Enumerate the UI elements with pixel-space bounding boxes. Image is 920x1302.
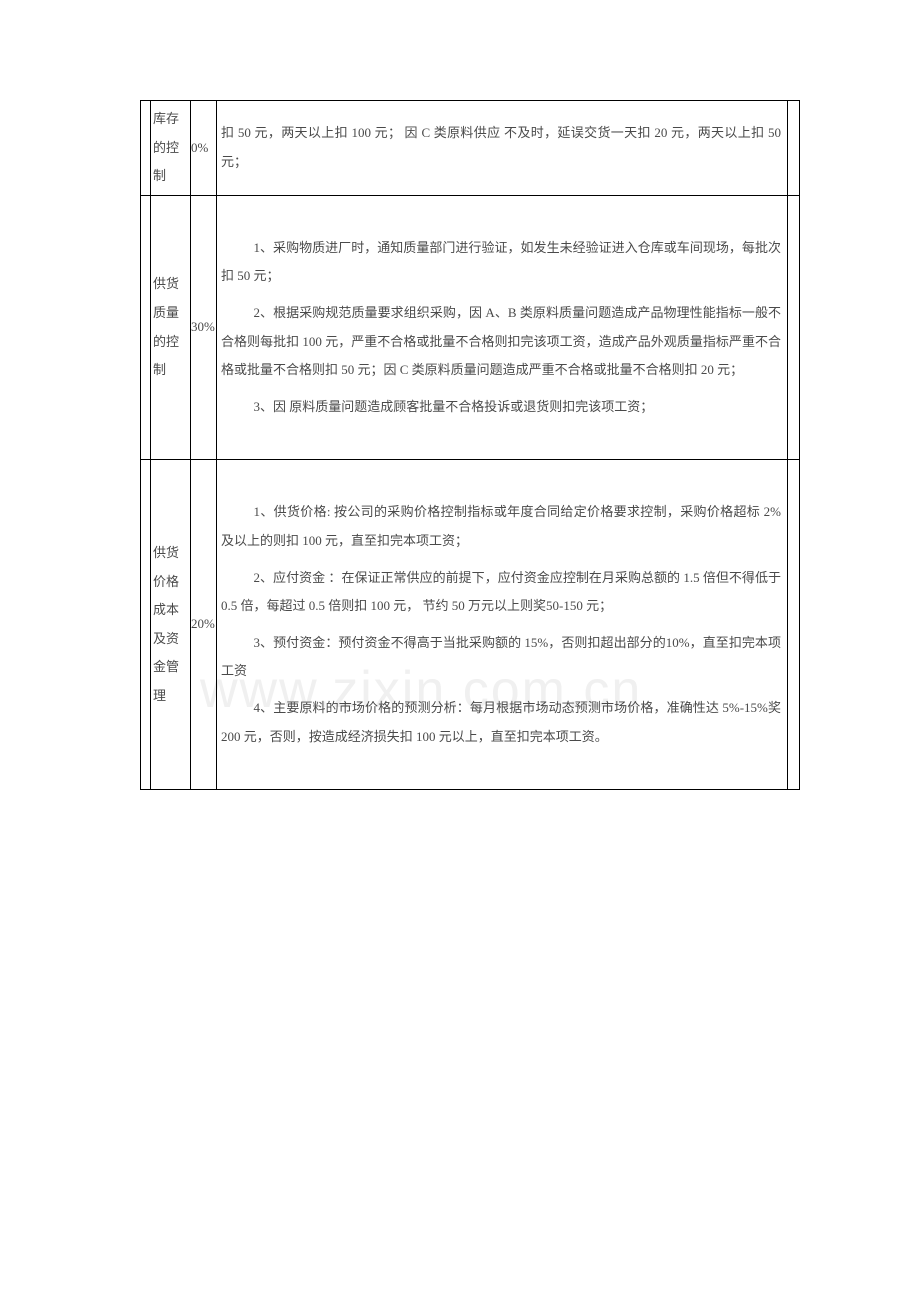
desc-para: 1、采购物质进厂时，通知质量部门进行验证，如发生未经验证进入仓库或车间现场，每批… bbox=[221, 234, 781, 291]
desc-para: 2、根据采购规范质量要求组织采购，因 A、B 类原料质量问题造成产品物理性能指标… bbox=[221, 299, 781, 385]
cell-empty bbox=[141, 101, 151, 196]
policy-table: 库存的控制 0% 扣 50 元，两天以上扣 100 元； 因 C 类原料供应 不… bbox=[140, 100, 800, 790]
cell-empty bbox=[788, 460, 800, 790]
cell-project: 供货质量的控制 bbox=[151, 195, 191, 460]
cell-desc: 1、供货价格: 按公司的采购价格控制指标或年度合同给定价格要求控制，采购价格超标… bbox=[217, 460, 788, 790]
table-row: 供货价格成本及资金管理 20% 1、供货价格: 按公司的采购价格控制指标或年度合… bbox=[141, 460, 800, 790]
cell-empty bbox=[141, 460, 151, 790]
cell-desc: 1、采购物质进厂时，通知质量部门进行验证，如发生未经验证进入仓库或车间现场，每批… bbox=[217, 195, 788, 460]
desc-para: 2、应付资金 ：在保证正常供应的前提下，应付资金应控制在月采购总额的 1.5 倍… bbox=[221, 564, 781, 621]
table-content: 库存的控制 0% 扣 50 元，两天以上扣 100 元； 因 C 类原料供应 不… bbox=[140, 100, 800, 790]
desc-text: 扣 50 元，两天以上扣 100 元； 因 C 类原料供应 不及时，延误交货一天… bbox=[221, 119, 781, 176]
desc-para: 1、供货价格: 按公司的采购价格控制指标或年度合同给定价格要求控制，采购价格超标… bbox=[221, 498, 781, 555]
cell-empty bbox=[788, 195, 800, 460]
page-wrap: www.zixin.com.cn 库存的控制 0% 扣 50 元，两天以上扣 1… bbox=[140, 100, 800, 790]
table-row: 库存的控制 0% 扣 50 元，两天以上扣 100 元； 因 C 类原料供应 不… bbox=[141, 101, 800, 196]
desc-para: 3、预付资金：预付资金不得高于当批采购额的 15%，否则扣超出部分的10%，直至… bbox=[221, 629, 781, 686]
cell-empty bbox=[141, 195, 151, 460]
cell-desc: 扣 50 元，两天以上扣 100 元； 因 C 类原料供应 不及时，延误交货一天… bbox=[217, 101, 788, 196]
table-row: 供货质量的控制 30% 1、采购物质进厂时，通知质量部门进行验证，如发生未经验证… bbox=[141, 195, 800, 460]
cell-weight: 0% bbox=[191, 101, 217, 196]
cell-weight: 30% bbox=[191, 195, 217, 460]
cell-project: 库存的控制 bbox=[151, 101, 191, 196]
cell-empty bbox=[788, 101, 800, 196]
cell-project: 供货价格成本及资金管理 bbox=[151, 460, 191, 790]
desc-para: 3、因 原料质量问题造成顾客批量不合格投诉或退货则扣完该项工资； bbox=[221, 393, 781, 422]
desc-para: 4、主要原料的市场价格的预测分析：每月根据市场动态预测市场价格，准确性达 5%-… bbox=[221, 694, 781, 751]
cell-weight: 20% bbox=[191, 460, 217, 790]
